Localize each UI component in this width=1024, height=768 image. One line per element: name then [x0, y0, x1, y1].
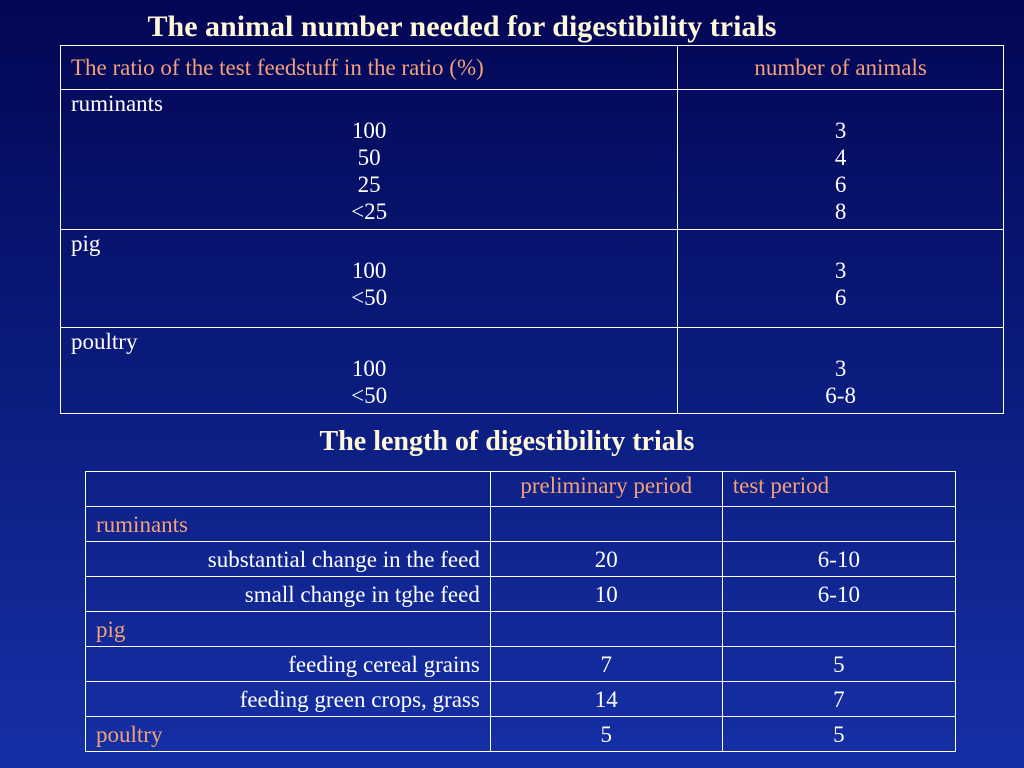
label-column-header [85, 471, 491, 507]
ratio-value: 50 [357, 145, 381, 170]
animals-value: 6-8 [825, 383, 856, 408]
group-label-ruminants: ruminants [85, 506, 491, 542]
animals-value: 4 [834, 145, 847, 170]
preliminary-value: 5 [489, 716, 723, 752]
test-value: 6-10 [721, 576, 957, 612]
animals-value: 6 [834, 285, 847, 310]
group-label-ruminants: ruminants [71, 91, 163, 116]
ratio-value: 25 [357, 172, 381, 197]
test-value [721, 506, 957, 542]
ratio-value: <25 [351, 199, 388, 224]
test-value: 7 [721, 681, 957, 717]
ratio-value: <50 [351, 383, 388, 408]
row-label: feeding cereal grains [85, 646, 491, 682]
table-row: ruminants [85, 506, 957, 542]
row-label: small change in tghe feed [85, 576, 491, 612]
trial-length-table: preliminary period test period ruminants… [85, 471, 957, 752]
ratio-value: 100 [351, 258, 387, 283]
table-header-row: The ratio of the test feedstuff in the r… [59, 45, 1004, 90]
test-value [721, 611, 957, 647]
animals-value: 3 [834, 118, 847, 143]
table-row: feeding green crops, grass 14 7 [85, 681, 957, 717]
animals-value: 6 [834, 172, 847, 197]
table-row: poultry 5 5 [85, 716, 957, 752]
animal-number-table: The ratio of the test feedstuff in the r… [59, 45, 1004, 414]
animals-cell: 3 6 [677, 229, 1004, 328]
group-label-pig: pig [71, 231, 101, 256]
animals-value: 8 [834, 199, 847, 224]
preliminary-value: 14 [489, 681, 723, 717]
test-value: 6-10 [721, 541, 957, 577]
preliminary-value: 20 [489, 541, 723, 577]
ratio-value: <50 [351, 285, 388, 310]
ratio-cell: pig 100 <50 [59, 229, 679, 328]
preliminary-value: 10 [489, 576, 723, 612]
group-label-pig: pig [85, 611, 491, 647]
table-row: pig 100 <50 3 6 [59, 229, 1004, 328]
preliminary-period-header: preliminary period [489, 471, 723, 507]
table-header-row: preliminary period test period [85, 471, 957, 507]
test-value: 5 [721, 646, 957, 682]
test-value: 5 [721, 716, 957, 752]
ratio-value: 100 [351, 356, 387, 381]
row-label: substantial change in the feed [85, 541, 491, 577]
animals-column-header: number of animals [677, 45, 1004, 90]
preliminary-value: 7 [489, 646, 723, 682]
table-row: ruminants 100 50 25 <25 3 4 6 8 [59, 89, 1004, 230]
ratio-cell: ruminants 100 50 25 <25 [59, 89, 679, 230]
table-row: poultry 100 <50 3 6-8 [59, 327, 1004, 414]
table-row: feeding cereal grains 7 5 [85, 646, 957, 682]
table-row: pig [85, 611, 957, 647]
group-label-poultry: poultry [71, 329, 138, 354]
slide-title: The animal number needed for digestibili… [147, 10, 777, 43]
ratio-cell: poultry 100 <50 [59, 327, 679, 414]
animals-value: 3 [834, 258, 847, 283]
test-period-header: test period [721, 471, 957, 507]
group-label-poultry: poultry [85, 716, 491, 752]
section-title: The length of digestibility trials [319, 426, 695, 457]
animals-value: 3 [834, 356, 847, 381]
ratio-column-header: The ratio of the test feedstuff in the r… [59, 45, 679, 90]
table-row: substantial change in the feed 20 6-10 [85, 541, 957, 577]
row-label: feeding green crops, grass [85, 681, 491, 717]
animals-cell: 3 6-8 [677, 327, 1004, 414]
animals-cell: 3 4 6 8 [677, 89, 1004, 230]
ratio-value: 100 [351, 118, 387, 143]
preliminary-value [489, 611, 723, 647]
table-row: small change in tghe feed 10 6-10 [85, 576, 957, 612]
preliminary-value [489, 506, 723, 542]
